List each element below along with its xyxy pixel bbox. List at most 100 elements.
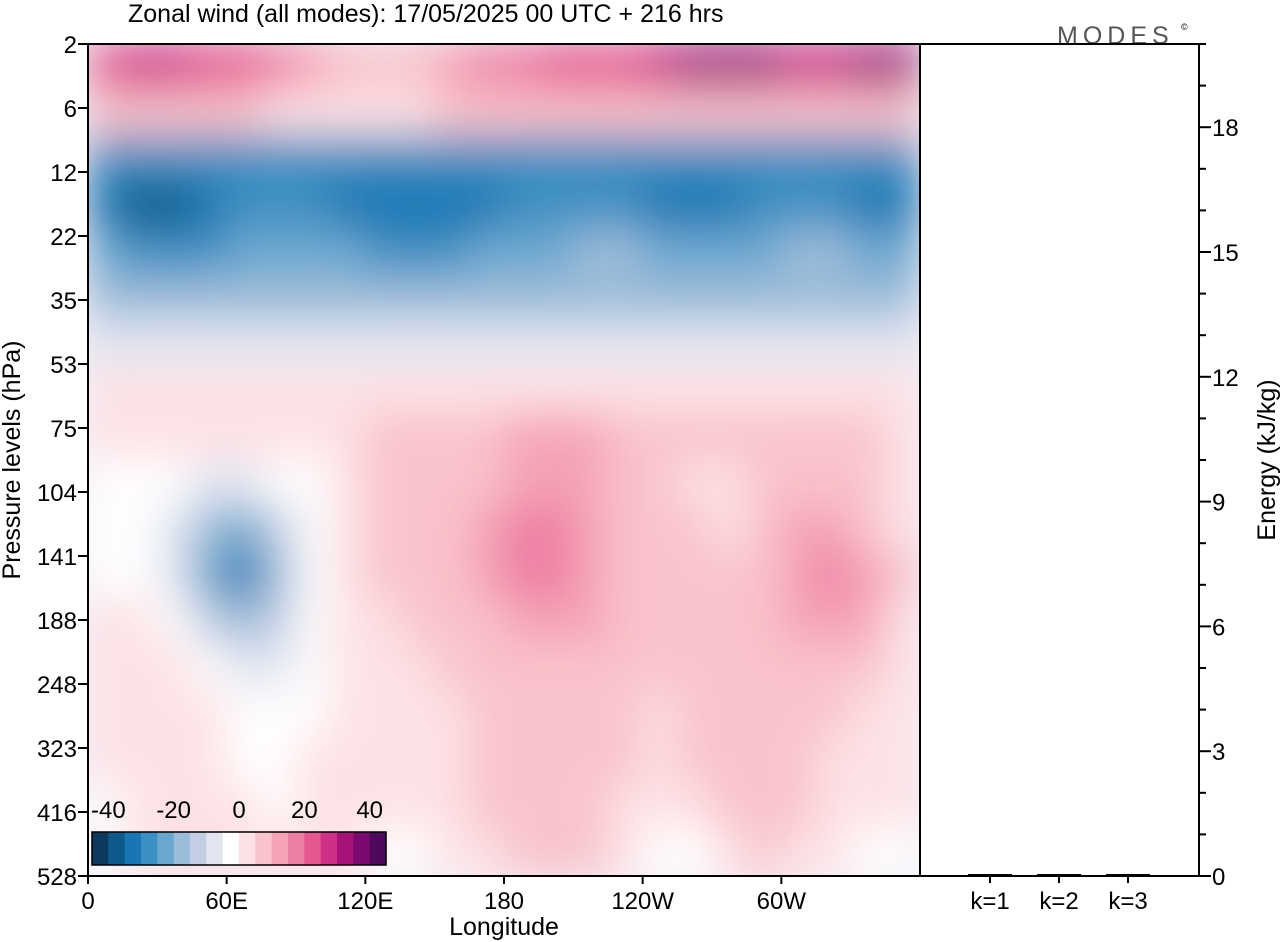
heatmap-cell bbox=[399, 736, 436, 785]
heatmap-cell bbox=[364, 44, 401, 92]
heatmap-cell bbox=[676, 597, 713, 646]
energy-tick-label: 18 bbox=[1212, 115, 1239, 142]
heatmap-cell bbox=[121, 412, 159, 461]
heatmap-cell bbox=[329, 505, 367, 554]
heatmap-cell bbox=[121, 135, 159, 184]
heatmap-cell bbox=[641, 643, 679, 693]
heatmap-cell bbox=[537, 227, 575, 277]
energy-panel-frame bbox=[919, 43, 1200, 877]
heatmap-cell bbox=[295, 320, 332, 369]
heatmap-cell bbox=[676, 412, 713, 461]
pressure-tick-label: 75 bbox=[50, 416, 77, 443]
heatmap-cell bbox=[849, 551, 887, 600]
heatmap-cell bbox=[399, 597, 436, 646]
heatmap-cell bbox=[399, 828, 436, 876]
heatmap-cell bbox=[295, 412, 332, 461]
pressure-tick-label: 22 bbox=[50, 224, 77, 251]
colorbar-swatch bbox=[173, 832, 191, 865]
heatmap-cell bbox=[607, 551, 644, 600]
heatmap-cell bbox=[849, 366, 887, 415]
heatmap-cell bbox=[156, 643, 193, 693]
heatmap-cell bbox=[364, 320, 401, 369]
heatmap-cell bbox=[503, 181, 540, 230]
heatmap-cell bbox=[572, 89, 609, 138]
heatmap-cell bbox=[849, 643, 887, 693]
heatmap-cell bbox=[780, 505, 817, 554]
heatmap-cell bbox=[260, 89, 297, 138]
heatmap-cell bbox=[503, 227, 540, 277]
heatmap-cell bbox=[537, 736, 575, 785]
heatmap-cell bbox=[433, 597, 471, 646]
heatmap-cell bbox=[711, 782, 748, 831]
heatmap-cell bbox=[88, 135, 124, 184]
heatmap-cell bbox=[260, 505, 297, 554]
heatmap-cell bbox=[641, 736, 679, 785]
heatmap-cell bbox=[607, 505, 644, 554]
heatmap-cell bbox=[364, 782, 401, 831]
heatmap-cell bbox=[780, 44, 817, 92]
heatmap-cell bbox=[503, 736, 540, 785]
heatmap-cell bbox=[225, 736, 263, 785]
heatmap-cell bbox=[711, 135, 748, 184]
energy-bar-k1 bbox=[968, 874, 1012, 876]
heatmap-cell bbox=[433, 227, 471, 277]
heatmap-cell bbox=[815, 459, 852, 508]
heatmap-cell bbox=[88, 227, 124, 277]
heatmap-cell bbox=[156, 181, 193, 230]
heatmap-cell bbox=[607, 459, 644, 508]
heatmap-cell bbox=[191, 690, 228, 739]
heatmap-cell bbox=[572, 320, 609, 369]
heatmap-cell bbox=[329, 44, 367, 92]
heatmap-cell bbox=[745, 181, 783, 230]
heatmap-cell bbox=[260, 643, 297, 693]
heatmap-cell bbox=[711, 736, 748, 785]
heatmap-cell bbox=[503, 412, 540, 461]
heatmap-cell bbox=[468, 181, 505, 230]
heatmap-cell bbox=[225, 412, 263, 461]
heatmap-cell bbox=[572, 135, 609, 184]
pressure-tick-label: 6 bbox=[64, 96, 77, 123]
heatmap-cell bbox=[329, 597, 367, 646]
heatmap-cell bbox=[572, 828, 609, 876]
heatmap-cell bbox=[433, 459, 471, 508]
heatmap-cell bbox=[572, 412, 609, 461]
heatmap-cell bbox=[121, 690, 159, 739]
heatmap-cell bbox=[191, 551, 228, 600]
heatmap-cell bbox=[745, 643, 783, 693]
heatmap-cell bbox=[711, 690, 748, 739]
heatmap-cell bbox=[815, 135, 852, 184]
heatmap-cell bbox=[537, 412, 575, 461]
heatmap-cell bbox=[295, 782, 332, 831]
heatmap-cell bbox=[815, 227, 852, 277]
heatmap-cell bbox=[745, 782, 783, 831]
heatmap-cell bbox=[780, 643, 817, 693]
colorbar-swatch bbox=[304, 832, 322, 865]
heatmap-cell bbox=[503, 782, 540, 831]
heatmap-cell bbox=[88, 412, 124, 461]
heatmap-cell bbox=[260, 597, 297, 646]
heatmap-cell bbox=[849, 597, 887, 646]
heatmap-cell bbox=[88, 274, 124, 323]
heatmap-cell bbox=[780, 412, 817, 461]
heatmap-cell bbox=[884, 320, 920, 369]
heatmap-cell bbox=[676, 320, 713, 369]
heatmap-cell bbox=[329, 551, 367, 600]
heatmap-cell bbox=[121, 181, 159, 230]
longitude-tick-label: 60E bbox=[205, 888, 248, 915]
heatmap-field bbox=[88, 44, 920, 876]
heatmap-cell bbox=[364, 135, 401, 184]
colorbar-swatch bbox=[206, 832, 224, 865]
energy-category-label: k=1 bbox=[970, 888, 1009, 915]
heatmap-cell bbox=[780, 227, 817, 277]
heatmap-cell bbox=[225, 459, 263, 508]
heatmap-cell bbox=[607, 89, 644, 138]
heatmap-cell bbox=[815, 412, 852, 461]
heatmap-cell bbox=[884, 551, 920, 600]
heatmap-cell bbox=[711, 320, 748, 369]
energy-tick-label: 3 bbox=[1212, 739, 1225, 766]
heatmap-cell bbox=[572, 227, 609, 277]
heatmap-cell bbox=[884, 412, 920, 461]
heatmap-cell bbox=[156, 690, 193, 739]
heatmap-cell bbox=[295, 181, 332, 230]
heatmap-cell bbox=[260, 412, 297, 461]
